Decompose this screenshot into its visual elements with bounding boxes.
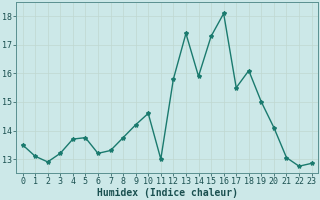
X-axis label: Humidex (Indice chaleur): Humidex (Indice chaleur): [97, 188, 237, 198]
